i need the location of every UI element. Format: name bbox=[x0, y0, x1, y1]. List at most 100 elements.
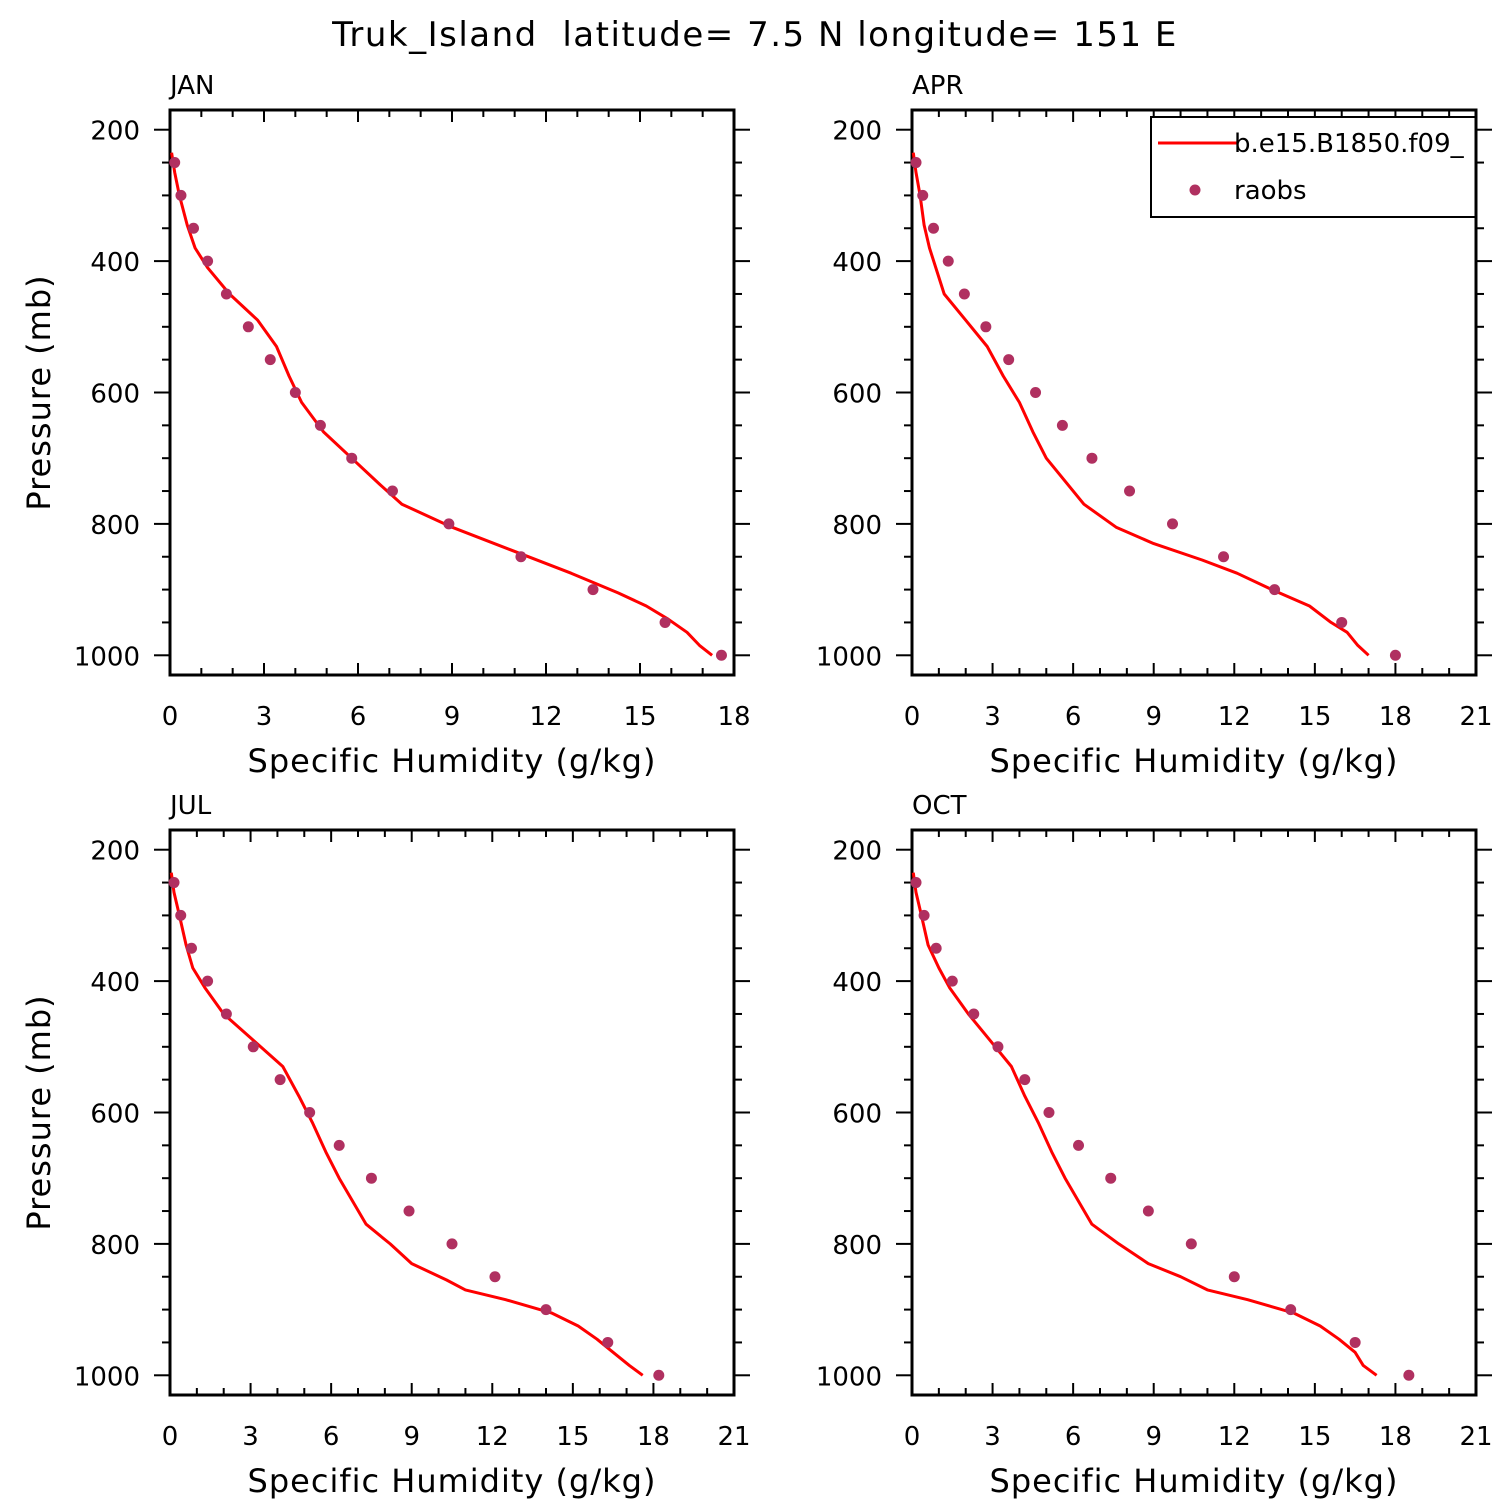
raobs-point bbox=[1030, 387, 1042, 398]
raobs-point bbox=[1167, 518, 1179, 530]
raobs-point bbox=[188, 222, 199, 234]
raobs-point bbox=[1073, 1139, 1085, 1151]
y-tick-label: 400 bbox=[832, 968, 882, 998]
y-tick-label: 1000 bbox=[816, 1362, 882, 1392]
raobs-point bbox=[942, 255, 954, 267]
x-tick-label: 3 bbox=[984, 1422, 1001, 1452]
y-tick-label: 800 bbox=[832, 1231, 882, 1261]
x-tick-label: 21 bbox=[1459, 702, 1492, 732]
y-tick-label: 1000 bbox=[74, 642, 140, 672]
plot-frame bbox=[910, 828, 1478, 1397]
raobs-point bbox=[1185, 1238, 1197, 1250]
raobs-point bbox=[930, 942, 942, 954]
raobs-point bbox=[927, 222, 939, 234]
y-tick-label: 400 bbox=[832, 248, 882, 278]
raobs-point bbox=[910, 157, 922, 169]
x-tick-label: 0 bbox=[904, 1422, 921, 1452]
raobs-point bbox=[304, 1107, 316, 1118]
raobs-point bbox=[1349, 1336, 1361, 1348]
raobs-point bbox=[489, 1271, 501, 1283]
raobs-point bbox=[587, 584, 599, 596]
raobs-point bbox=[220, 1008, 232, 1020]
x-tick-label: 0 bbox=[162, 1422, 179, 1452]
x-tick-label: 3 bbox=[256, 702, 273, 732]
raobs-point bbox=[175, 189, 187, 201]
raobs-point bbox=[220, 288, 232, 300]
y-tick-label: 600 bbox=[90, 1100, 140, 1130]
panel-oct: 0 3 6 9 12 15 18 21 200 400 600 800 1000 OCT Specific … bbox=[816, 791, 1493, 1500]
y-tick-label: 600 bbox=[832, 1100, 882, 1130]
x-axis-title: Specific Humidity (g/kg) bbox=[248, 742, 657, 780]
legend-raobs-label: raobs bbox=[1234, 176, 1307, 206]
raobs-point bbox=[515, 551, 527, 563]
raobs-point bbox=[333, 1139, 345, 1151]
raobs-point bbox=[443, 518, 455, 530]
x-axis-title: Specific Humidity (g/kg) bbox=[990, 742, 1399, 780]
raobs-point bbox=[242, 321, 254, 333]
figure-title: Truk_Island latitude= 7.5 N longitude= 1… bbox=[331, 15, 1178, 55]
raobs-point bbox=[715, 649, 727, 661]
plot-frame bbox=[168, 828, 736, 1397]
x-tick-label: 0 bbox=[904, 702, 921, 732]
raobs-point bbox=[247, 1041, 259, 1053]
raobs-point bbox=[1056, 419, 1068, 431]
raobs-point bbox=[1105, 1172, 1117, 1184]
panel-month-label: JAN bbox=[168, 71, 214, 101]
raobs-point bbox=[540, 1304, 552, 1316]
raobs-point bbox=[1336, 616, 1348, 628]
model-series-line bbox=[170, 152, 714, 657]
y-tick-label: 200 bbox=[90, 837, 140, 867]
raobs-point bbox=[910, 877, 922, 889]
raobs-point bbox=[185, 942, 197, 954]
raobs-point bbox=[1019, 1074, 1031, 1086]
raobs-point bbox=[446, 1238, 458, 1250]
y-axis-title: Pressure (mb) bbox=[20, 274, 58, 510]
x-tick-label: 9 bbox=[1145, 702, 1162, 732]
raobs-point bbox=[917, 189, 929, 201]
model-series-line bbox=[169, 872, 644, 1377]
panel-month-label: JUL bbox=[168, 791, 212, 821]
y-tick-label: 800 bbox=[90, 511, 140, 541]
x-tick-label: 18 bbox=[1379, 702, 1412, 732]
raobs-point bbox=[958, 288, 970, 300]
x-tick-label: 21 bbox=[717, 1422, 750, 1452]
x-tick-label: 12 bbox=[476, 1422, 509, 1452]
plot-frame bbox=[168, 108, 736, 677]
panel-jul: 0 3 6 9 12 15 18 21 200 400 600 800 1000 JUL Specific … bbox=[20, 791, 751, 1500]
x-tick-label: 0 bbox=[162, 702, 179, 732]
y-tick-label: 200 bbox=[832, 837, 882, 867]
legend-clip-mask bbox=[1477, 112, 1510, 220]
panel-month-label: APR bbox=[912, 71, 964, 101]
model-series-line bbox=[911, 872, 1378, 1377]
panel-jan: 0 3 6 9 12 15 18 200 400 600 800 1000 JAN Specific Hu… bbox=[20, 71, 751, 780]
y-tick-label: 800 bbox=[832, 511, 882, 541]
raobs-point bbox=[169, 157, 181, 169]
x-tick-label: 3 bbox=[242, 1422, 259, 1452]
raobs-point bbox=[1003, 354, 1015, 366]
raobs-point bbox=[365, 1172, 377, 1184]
raobs-point bbox=[1218, 551, 1230, 563]
raobs-point bbox=[168, 877, 180, 889]
x-tick-label: 15 bbox=[1298, 1422, 1331, 1452]
y-tick-label: 200 bbox=[90, 117, 140, 147]
x-tick-label: 18 bbox=[717, 702, 750, 732]
raobs-point bbox=[386, 485, 398, 497]
x-tick-label: 3 bbox=[984, 702, 1001, 732]
raobs-point bbox=[968, 1008, 980, 1020]
y-tick-label: 600 bbox=[90, 380, 140, 410]
x-tick-label: 9 bbox=[1145, 1422, 1162, 1452]
x-tick-label: 15 bbox=[623, 702, 656, 732]
raobs-point bbox=[946, 975, 958, 987]
raobs-point bbox=[1142, 1205, 1154, 1217]
y-tick-label: 1000 bbox=[816, 642, 882, 672]
y-axis-title: Pressure (mb) bbox=[20, 994, 58, 1230]
raobs-point bbox=[1043, 1107, 1055, 1118]
x-axis-title: Specific Humidity (g/kg) bbox=[990, 1462, 1399, 1500]
x-tick-label: 6 bbox=[1065, 702, 1082, 732]
raobs-point bbox=[980, 321, 992, 333]
raobs-point bbox=[264, 354, 276, 366]
raobs-point bbox=[659, 616, 671, 628]
legend: b.e15.B1850.f09_raobs bbox=[1150, 110, 1510, 230]
model-series-line bbox=[911, 152, 1370, 657]
